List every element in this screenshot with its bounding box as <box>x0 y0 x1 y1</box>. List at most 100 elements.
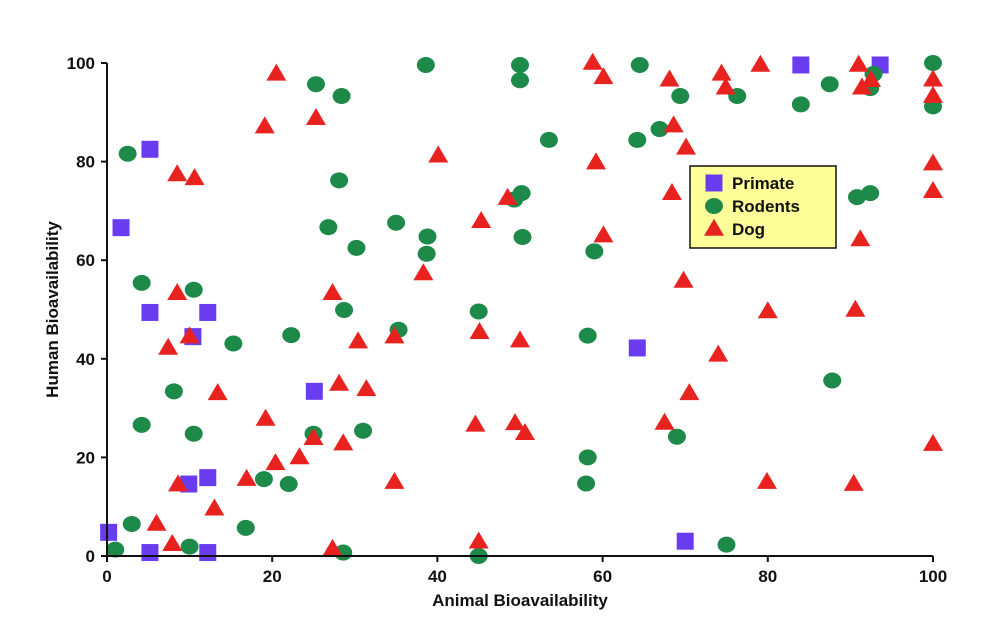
y-axis-title: Human Bioavailability <box>43 221 62 398</box>
dog-point <box>303 427 324 445</box>
rodents-point <box>585 243 604 260</box>
dog-point <box>471 211 492 229</box>
axes: 0 20 40 60 80 100 0 20 40 60 80 100 Animal Bioavai… <box>43 54 947 610</box>
dog-point <box>204 498 225 516</box>
rodents-point <box>282 327 301 344</box>
rodents-point <box>417 245 436 262</box>
rodents-point <box>511 56 529 73</box>
plot-area <box>100 52 943 564</box>
dog-point <box>333 433 354 451</box>
dog-point <box>923 433 943 451</box>
rodents-point <box>578 327 597 344</box>
rodents-point <box>513 229 532 246</box>
dog-point <box>184 168 205 186</box>
dog-point <box>845 299 866 317</box>
dog-point <box>505 413 526 431</box>
rodents-point <box>628 131 647 148</box>
dog-point <box>428 145 449 163</box>
dog-point <box>146 513 167 531</box>
dog-point <box>676 137 697 155</box>
dog-point <box>254 116 275 134</box>
dog-point <box>236 468 257 486</box>
rodents-point <box>650 121 669 138</box>
rodents-point <box>332 88 351 105</box>
x-tick-label: 60 <box>593 567 612 586</box>
rodents-point <box>416 56 435 73</box>
rodents-point <box>511 72 529 89</box>
series-dog <box>146 52 943 556</box>
dog-point <box>384 326 405 344</box>
dog-point <box>413 263 434 281</box>
dog-point <box>384 471 405 489</box>
y-tick-label: 40 <box>76 350 95 369</box>
dog-point <box>661 182 682 200</box>
primate-point <box>199 544 217 562</box>
rodents-point <box>577 475 596 492</box>
dog-point <box>679 383 700 401</box>
legend: Primate Rodents Dog <box>689 165 837 249</box>
primate-point <box>199 303 217 321</box>
primate-point <box>100 523 118 541</box>
dog-point <box>582 52 603 70</box>
dog-point <box>923 153 943 171</box>
primate-point <box>141 140 159 158</box>
dog-point <box>861 70 882 88</box>
rodents-point <box>820 76 839 93</box>
rodents-point <box>861 185 880 202</box>
rodents-point <box>354 422 373 439</box>
y-tick-label: 0 <box>86 547 95 566</box>
dog-point <box>167 164 188 182</box>
dog-point <box>168 474 189 492</box>
dog-point <box>162 533 183 551</box>
x-tick-label: 80 <box>758 567 777 586</box>
dog-point <box>465 414 486 432</box>
dog-point <box>265 453 286 471</box>
rodents-point <box>335 301 354 318</box>
rodents-point <box>279 476 298 493</box>
dog-point <box>348 331 369 349</box>
dog-point <box>514 423 535 441</box>
dog-point <box>322 538 343 556</box>
rodents-point <box>418 228 437 245</box>
rodents-point <box>236 519 255 536</box>
dog-point <box>468 531 489 549</box>
dog-point <box>266 63 287 81</box>
dog-point <box>850 229 871 247</box>
dog-point <box>322 283 343 301</box>
rodents-point <box>319 219 338 236</box>
x-ticks: 0 20 40 60 80 100 <box>102 556 947 586</box>
rodents-point <box>667 428 686 445</box>
dog-point <box>179 326 200 344</box>
dog-point <box>757 301 778 319</box>
y-ticks: 0 20 40 60 80 100 <box>67 54 107 566</box>
rodents-point <box>671 88 690 105</box>
dog-point <box>158 337 179 355</box>
dog-point <box>923 69 943 87</box>
dog-point <box>167 283 188 301</box>
dog-point <box>711 63 732 81</box>
rodents-point <box>512 185 531 202</box>
primate-point <box>199 469 217 487</box>
y-tick-label: 20 <box>76 448 95 467</box>
dog-point <box>289 447 310 465</box>
primate-point <box>112 219 130 237</box>
rodents-point <box>823 372 842 389</box>
dog-point <box>848 54 869 72</box>
dog-point <box>708 344 729 362</box>
dog-point <box>207 383 228 401</box>
rodents-point <box>254 471 273 488</box>
rodents-point <box>184 281 203 298</box>
primate-point <box>141 303 159 321</box>
dog-point <box>843 473 864 491</box>
dog-point <box>659 69 680 87</box>
rodents-point <box>469 303 488 320</box>
dog-point <box>329 373 350 391</box>
dog-point <box>356 379 377 397</box>
dog-point <box>673 270 694 288</box>
x-tick-label: 100 <box>919 567 947 586</box>
x-axis-title: Animal Bioavailability <box>432 591 608 610</box>
dog-point <box>593 225 614 243</box>
dog-point <box>715 77 736 95</box>
legend-marker-dog <box>704 218 724 236</box>
rodents-point <box>387 214 406 231</box>
